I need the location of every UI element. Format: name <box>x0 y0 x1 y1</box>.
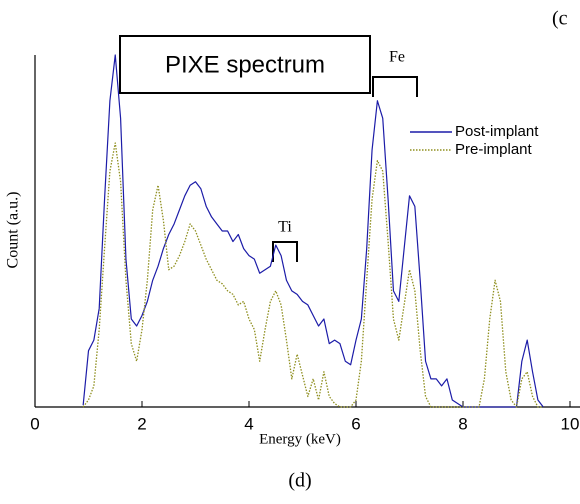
annotation: Fe <box>389 49 405 66</box>
x-tick-label: 2 <box>137 414 146 433</box>
legend-label: Post-implant <box>455 123 539 140</box>
fe-bracket <box>372 76 418 97</box>
y-axis-label: Count (a.u.) <box>5 192 22 269</box>
x-tick-label: 6 <box>351 414 360 433</box>
x-tick-label: 0 <box>30 414 39 433</box>
chart-title: PIXE spectrum <box>165 51 325 78</box>
series-line <box>82 142 544 408</box>
x-tick-label: 8 <box>458 414 467 433</box>
corner-label: (c <box>552 8 568 30</box>
title-box <box>119 35 371 94</box>
caption: (d) <box>288 470 311 492</box>
series-line <box>82 54 544 408</box>
x-tick-label: 4 <box>244 414 253 433</box>
ti-bracket <box>272 241 298 262</box>
legend-label: Pre-implant <box>455 141 533 158</box>
annotation: Ti <box>278 219 292 236</box>
x-axis-label: Energy (keV) <box>259 431 341 447</box>
x-tick-label: 10 <box>561 414 580 433</box>
